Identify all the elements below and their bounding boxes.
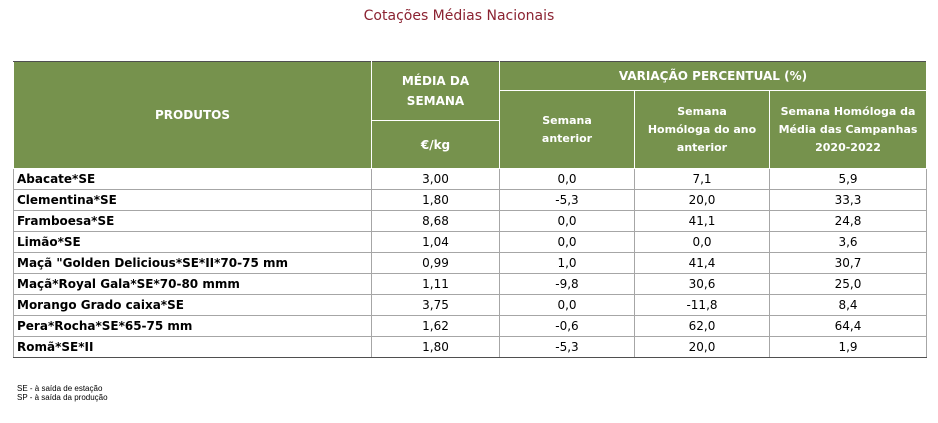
cell-homologa: 20,0 xyxy=(634,336,770,358)
header-unit: €/kg xyxy=(371,120,500,169)
cell-campanhas: 25,0 xyxy=(768,273,928,295)
cell-campanhas: 64,4 xyxy=(768,315,928,337)
cell-homologa: 41,4 xyxy=(634,252,770,274)
cell-campanhas: 24,8 xyxy=(768,210,928,232)
cell-homologa: 30,6 xyxy=(634,273,770,295)
cell-media: 1,11 xyxy=(371,273,500,295)
header-semana-homologa-media-label: Semana Homóloga da Média das Campanhas 2… xyxy=(778,104,918,154)
table-row: Maçã "Golden Delicious*SE*II*70-75 mm 0,9… xyxy=(13,252,928,274)
cell-anterior: 0,0 xyxy=(499,210,635,232)
cell-campanhas: 30,7 xyxy=(768,252,928,274)
header-semana-homologa: Semana Homóloga do ano anterior xyxy=(634,90,770,169)
cell-produto: Framboesa*SE xyxy=(13,210,372,232)
prices-table: PRODUTOS MÉDIA DA SEMANA VARIAÇÃO PERCEN… xyxy=(13,61,928,358)
header-media-semana: MÉDIA DA SEMANA xyxy=(371,61,500,121)
cell-homologa: 41,1 xyxy=(634,210,770,232)
cell-media: 3,00 xyxy=(371,168,500,190)
cell-produto: Limão*SE xyxy=(13,231,372,253)
table-row: Framboesa*SE 8,68 0,0 41,1 24,8 xyxy=(13,210,928,232)
cell-anterior: 0,0 xyxy=(499,231,635,253)
cell-anterior: -5,3 xyxy=(499,189,635,211)
footnote-se: SE - à saída de estação xyxy=(17,384,103,393)
cell-produto: Maçã "Golden Delicious*SE*II*70-75 mm xyxy=(13,252,372,274)
footnotes: SE - à saída de estação SP - à saída da … xyxy=(17,384,108,402)
header-semana-anterior: Semana anterior xyxy=(499,90,635,169)
table-row: Morango Grado caixa*SE 3,75 0,0 -11,8 8,4 xyxy=(13,294,928,316)
table-row: Maçã*Royal Gala*SE*70-80 mmm 1,11 -9,8 30,6… xyxy=(13,273,928,295)
cell-anterior: -0,6 xyxy=(499,315,635,337)
cell-produto: Pera*Rocha*SE*65-75 mm xyxy=(13,315,372,337)
cell-produto: Abacate*SE xyxy=(13,168,372,190)
footnote-sp: SP - à saída da produção xyxy=(17,393,108,402)
cell-anterior: -5,3 xyxy=(499,336,635,358)
cell-produto: Romã*SE*II xyxy=(13,336,372,358)
cell-anterior: 0,0 xyxy=(499,294,635,316)
cell-media: 1,80 xyxy=(371,189,500,211)
page-title: Cotações Médias Nacionais xyxy=(363,8,555,24)
cell-homologa: 62,0 xyxy=(634,315,770,337)
cell-campanhas: 5,9 xyxy=(768,168,928,190)
cell-anterior: -9,8 xyxy=(499,273,635,295)
table-row: Abacate*SE 3,00 0,0 7,1 5,9 xyxy=(13,168,928,190)
cell-campanhas: 33,3 xyxy=(768,189,928,211)
cell-anterior: 1,0 xyxy=(499,252,635,274)
cell-media: 1,04 xyxy=(371,231,500,253)
cell-campanhas: 8,4 xyxy=(768,294,928,316)
cell-homologa: -11,8 xyxy=(634,294,770,316)
cell-media: 3,75 xyxy=(371,294,500,316)
cell-homologa: 20,0 xyxy=(634,189,770,211)
cell-produto: Morango Grado caixa*SE xyxy=(13,294,372,316)
cell-produto: Maçã*Royal Gala*SE*70-80 mmm xyxy=(13,273,372,295)
header-media-semana-label: MÉDIA DA SEMANA xyxy=(401,74,470,108)
cell-produto: Clementina*SE xyxy=(13,189,372,211)
header-produtos: PRODUTOS xyxy=(13,61,372,169)
cell-media: 0,99 xyxy=(371,252,500,274)
header-semana-homologa-label: Semana Homóloga do ano anterior xyxy=(647,104,757,154)
cell-media: 8,68 xyxy=(371,210,500,232)
cell-anterior: 0,0 xyxy=(499,168,635,190)
table-row: Clementina*SE 1,80 -5,3 20,0 33,3 xyxy=(13,189,928,211)
header-semana-anterior-label: Semana anterior xyxy=(541,113,593,145)
header-semana-homologa-media: Semana Homóloga da Média das Campanhas 2… xyxy=(768,90,928,169)
cell-campanhas: 3,6 xyxy=(768,231,928,253)
cell-media: 1,80 xyxy=(371,336,500,358)
table-row: Pera*Rocha*SE*65-75 mm 1,62 -0,6 62,0 64,4 xyxy=(13,315,928,337)
header-variacao: VARIAÇÃO PERCENTUAL (%) xyxy=(498,61,928,91)
table-row: Limão*SE 1,04 0,0 0,0 3,6 xyxy=(13,231,928,253)
table-row: Romã*SE*II 1,80 -5,3 20,0 1,9 xyxy=(13,336,928,358)
cell-homologa: 7,1 xyxy=(634,168,770,190)
cell-homologa: 0,0 xyxy=(634,231,770,253)
cell-media: 1,62 xyxy=(371,315,500,337)
cell-campanhas: 1,9 xyxy=(768,336,928,358)
